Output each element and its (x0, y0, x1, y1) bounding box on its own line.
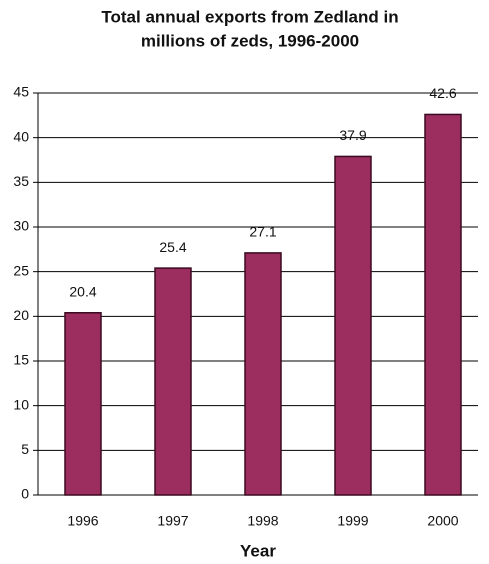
bar (64, 312, 102, 496)
bar (334, 155, 372, 496)
data-label: 27.1 (249, 224, 276, 240)
data-label: 25.4 (159, 239, 186, 255)
bar (244, 252, 282, 496)
y-tick-label: 5 (21, 441, 29, 457)
y-tick-label: 15 (13, 352, 29, 368)
y-tick-label: 40 (13, 128, 29, 144)
bar (154, 267, 192, 496)
y-tick-label: 20 (13, 307, 29, 323)
y-tick-label: 45 (13, 84, 29, 100)
data-label: 37.9 (339, 127, 366, 143)
x-tick-label: 1996 (67, 513, 98, 529)
x-tick-label: 1997 (157, 513, 188, 529)
y-tick-label: 0 (21, 486, 29, 502)
x-tick-label: 1998 (247, 513, 278, 529)
y-tick-label: 25 (13, 262, 29, 278)
chart-title: Total annual exports from Zedland in (101, 7, 398, 26)
x-tick-label: 1999 (337, 513, 368, 529)
x-tick-label: 2000 (427, 513, 458, 529)
data-label: 20.4 (69, 283, 96, 299)
y-tick-label: 10 (13, 396, 29, 412)
bar (424, 113, 462, 496)
x-axis-label: Year (240, 541, 276, 560)
data-label: 42.6 (429, 85, 456, 101)
chart-title: millions of zeds, 1996-2000 (141, 31, 359, 50)
y-tick-label: 30 (13, 218, 29, 234)
y-tick-label: 35 (13, 173, 29, 189)
